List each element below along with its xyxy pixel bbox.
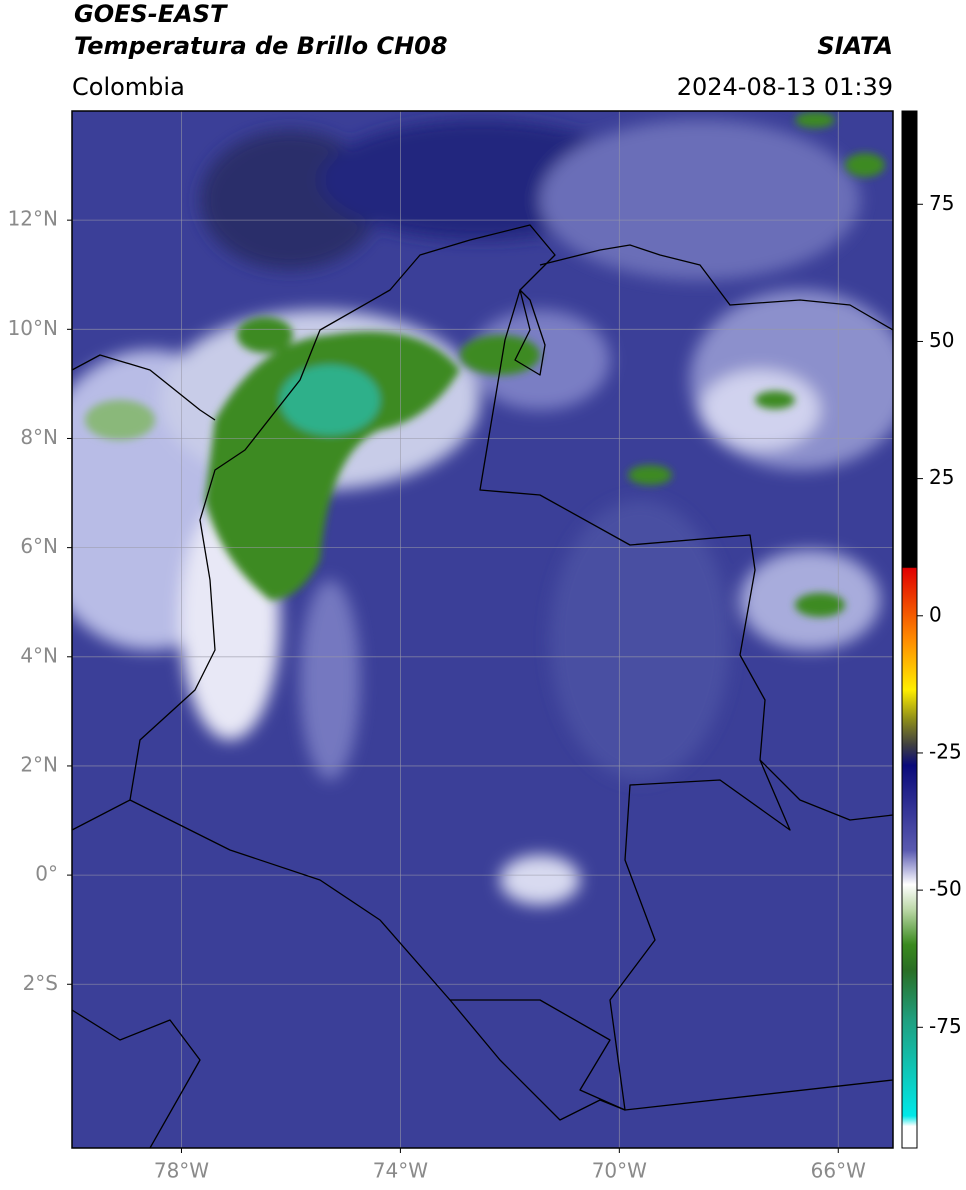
title: GOES-EAST	[74, 0, 228, 28]
x-tick-label: 70°W	[592, 1159, 647, 1183]
y-tick-label: 10°N	[8, 316, 58, 340]
y-tick-label: 2°N	[20, 752, 58, 776]
y-tick-label: 12°N	[8, 207, 58, 231]
venezuela-brazil	[759, 759, 893, 821]
colorbar-tick-label: -25	[929, 739, 962, 763]
y-tick-label: 0°	[35, 862, 58, 886]
venezuela-coast	[539, 244, 893, 331]
ecuador-peru	[72, 1009, 201, 1148]
y-tick-label: 4°N	[20, 643, 58, 667]
pacific-coast	[72, 799, 131, 831]
x-tick-label: 66°W	[811, 1159, 866, 1183]
colorbar-tick-label: -75	[929, 1014, 962, 1038]
colorbar-tick-label: 75	[929, 191, 954, 215]
colorbar	[901, 110, 918, 1149]
y-tick-label: 8°N	[20, 425, 58, 449]
panama-coast	[72, 354, 216, 421]
x-tick-label: 74°W	[373, 1159, 428, 1183]
x-tick-label: 78°W	[154, 1159, 209, 1183]
colorbar-tick-label: 25	[929, 465, 954, 489]
borders	[72, 224, 893, 1148]
map-frame	[71, 110, 894, 1149]
colorbar-tick-label: -50	[929, 877, 962, 901]
y-tick-label: 2°S	[23, 971, 58, 995]
datetime: 2024-08-13 01:39	[677, 73, 893, 101]
y-tick-label: 6°N	[20, 534, 58, 558]
grid-layer	[72, 111, 893, 1148]
lake-maracaibo	[514, 289, 546, 376]
subtitle: Temperatura de Brillo CH08	[74, 32, 448, 60]
satellite-image	[72, 111, 893, 1148]
region: Colombia	[72, 73, 185, 101]
source: SIATA	[817, 32, 893, 60]
colorbar-tick-label: 0	[929, 602, 942, 626]
tick-layer: 78°W 74°W 70°W 66°W 12°N 10°N 8°N 6°N 4°N 2°N 0° 2°…	[8, 191, 962, 1183]
peru-brazil	[449, 999, 893, 1121]
colorbar-tick-label: 50	[929, 328, 954, 352]
